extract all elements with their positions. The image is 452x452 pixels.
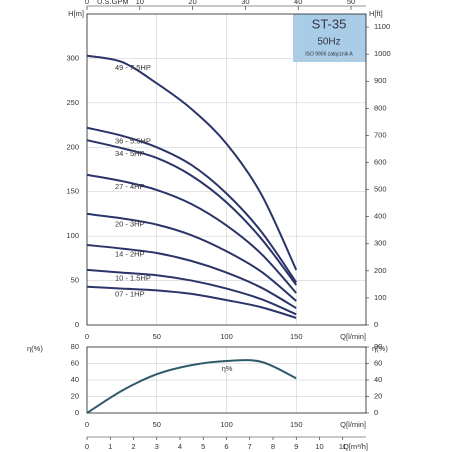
y2-tick-label: 20 [374,391,382,400]
curve-label: 27 - 4HP [115,182,145,191]
x-axis-label: Q[l/min] [340,332,366,341]
curve [86,244,297,309]
curve [86,359,297,414]
y-axis-label: η(%) [27,344,43,353]
x-tick-label: 150 [290,332,303,341]
x2-axis-label: Q[m³/h] [343,442,368,451]
curve-label: 36 - 5.5HP [115,137,151,146]
curve [86,173,297,294]
curve [86,139,298,286]
curve [86,212,297,302]
frequency-label: 50Hz [317,37,340,48]
y2-tick-label: 1000 [374,49,391,58]
model-label: ST-35 [312,16,347,31]
curve-label: 07 - 1HP [115,290,145,299]
curve-label: 49 - 7.5HP [115,63,151,72]
y2-tick-label: 0 [374,408,378,417]
y2-tick-label: 700 [374,130,387,139]
x2-tick-label: 0 [85,0,89,6]
y-tick-label: 100 [66,231,79,240]
curve-label: η% [222,364,233,373]
x-tick-label: 50 [153,332,161,341]
x2-tick-label: 9 [294,442,298,451]
curve [86,285,297,319]
curve [86,54,298,271]
curve-label: 34 - 5HP [115,149,145,158]
y2-tick-label: 500 [374,185,387,194]
y-tick-label: 20 [71,391,79,400]
y-tick-label: 40 [71,375,79,384]
y-tick-label: 0 [75,320,79,329]
y-tick-label: 80 [71,342,79,351]
x2-tick-label: 0 [85,442,89,451]
y-axis-label: H[m] [68,9,84,18]
y-tick-label: 60 [71,358,79,367]
y2-tick-label: 100 [374,293,387,302]
y2-tick-label: 400 [374,212,387,221]
y2-tick-label: 40 [374,375,382,384]
x2-tick-label: 1 [108,442,112,451]
y2-tick-label: 300 [374,239,387,248]
y-tick-label: 300 [66,53,79,62]
plot-frame [86,13,367,326]
x2-tick-label: 4 [178,442,182,451]
x-tick-label: 0 [85,420,89,429]
x2-axis-label: U.S.GPM [97,0,129,6]
x2-tick-label: 10 [315,442,323,451]
y2-tick-label: 80 [374,342,382,351]
x-tick-label: 100 [220,332,233,341]
plot-frame [86,346,367,414]
y2-axis-label: η(%) [372,344,388,353]
y-tick-label: 0 [75,408,79,417]
x-axis-label: Q[l/min] [340,420,366,429]
y-tick-label: 50 [71,276,79,285]
y-tick-label: 250 [66,98,79,107]
x2-tick-label: 50 [347,0,355,6]
y2-tick-label: 800 [374,103,387,112]
y2-tick-label: 200 [374,266,387,275]
x2-tick-label: 20 [188,0,196,6]
x2-tick-label: 10 [136,0,144,6]
x2-tick-label: 7 [248,442,252,451]
y-tick-label: 200 [66,142,79,151]
x2-tick-label: 40 [294,0,302,6]
x-tick-label: 50 [153,420,161,429]
x2-tick-label: 8 [271,442,275,451]
x2-tick-label: 5 [201,442,205,451]
curve-label: 10 - 1.5HP [115,274,151,283]
x2-tick-label: 2 [131,442,135,451]
y2-tick-label: 60 [374,358,382,367]
y-tick-label: 150 [66,187,79,196]
y2-tick-label: 600 [374,157,387,166]
x2-tick-label: 30 [241,0,249,6]
y2-tick-label: 1100 [374,22,390,31]
x2-tick-label: 11 [339,442,347,451]
standard-label: ISO 9906 załącznik A [305,51,353,57]
curve-label: 20 - 3HP [115,219,145,228]
curve-label: 14 - 2HP [115,250,145,259]
x-tick-label: 100 [220,420,233,429]
curve [86,126,298,283]
y2-tick-label: 0 [374,320,378,329]
info-box [293,14,366,62]
y2-axis-label: H[ft] [369,9,383,18]
x-tick-label: 150 [290,420,303,429]
y2-tick-label: 900 [374,76,387,85]
curve [86,268,297,316]
x2-tick-label: 3 [155,442,159,451]
x2-tick-label: 6 [224,442,228,451]
x-tick-label: 0 [85,332,89,341]
